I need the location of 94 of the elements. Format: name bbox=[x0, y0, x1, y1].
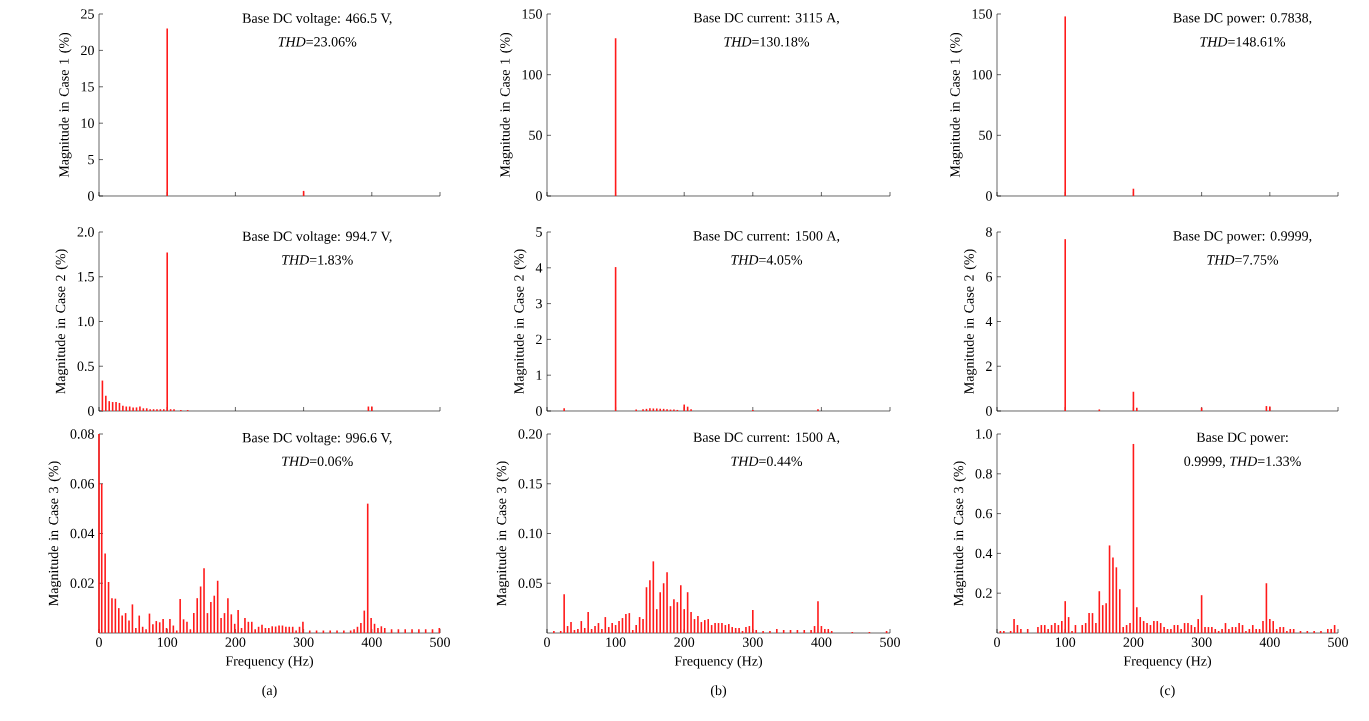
annotation: THD=7.75% bbox=[1207, 255, 1279, 265]
annotation: Base DC current: 1500 A, bbox=[693, 432, 840, 445]
annotation: THD=148.61% bbox=[1200, 37, 1286, 47]
y-tick-label: 20 bbox=[81, 45, 94, 56]
y-tick-label: 0.20 bbox=[518, 429, 542, 439]
y-axis-title: Magnitude in Case 1 (%) bbox=[949, 32, 963, 178]
annotation: Base DC voltage: 466.5 V, bbox=[242, 13, 392, 26]
y-axis-title: Magnitude in Case 3 (%) bbox=[953, 461, 967, 606]
y-tick-label: 0.10 bbox=[518, 528, 542, 539]
annotation: THD=0.44% bbox=[731, 456, 803, 467]
annotation: Base DC current: 3115 A, bbox=[693, 13, 839, 25]
y-tick-label: 0 bbox=[536, 406, 542, 416]
annotation: Base DC voltage: 994.7 V, bbox=[242, 231, 392, 244]
x-tick-label: 300 bbox=[293, 637, 314, 647]
y-tick-label: 0.2 bbox=[975, 588, 992, 598]
y-axis-title: Magnitude in Case 2 (%) bbox=[963, 249, 977, 394]
annotation: Base DC current: 1500 A, bbox=[693, 231, 840, 243]
x-tick-label: 500 bbox=[880, 637, 900, 647]
x-tick-label: 100 bbox=[606, 637, 626, 647]
y-tick-label: 0.15 bbox=[518, 478, 542, 489]
y-tick-label: 0.05 bbox=[518, 578, 542, 589]
y-axis-title: Magnitude in Case 3 (%) bbox=[48, 461, 62, 606]
text: (a) bbox=[262, 685, 277, 698]
y-tick-label: 2 bbox=[536, 334, 542, 345]
text: (b) bbox=[710, 685, 727, 698]
x-tick-label: 300 bbox=[1191, 637, 1212, 647]
y-tick-label: 6 bbox=[986, 272, 993, 282]
x-tick-label: 400 bbox=[361, 637, 382, 647]
y-tick-label: 1 bbox=[536, 370, 542, 380]
x-tick-label: 300 bbox=[742, 637, 763, 647]
y-tick-label: 100 bbox=[522, 69, 542, 80]
y-tick-label: 1.0 bbox=[976, 429, 992, 439]
x-tick-label: 400 bbox=[811, 637, 832, 647]
y-tick-label: 15 bbox=[81, 82, 94, 92]
y-axis-title: Magnitude in Case 1 (%) bbox=[58, 32, 72, 178]
y-tick-label: 150 bbox=[522, 9, 542, 19]
y-tick-label: 5 bbox=[536, 227, 542, 237]
y-tick-label: 4 bbox=[535, 263, 543, 273]
y-tick-label: 150 bbox=[972, 9, 992, 19]
x-axis-title: Frequency (Hz) bbox=[674, 655, 763, 669]
y-tick-label: 0 bbox=[88, 191, 94, 201]
y-tick-label: 50 bbox=[529, 130, 542, 141]
x-tick-label: 0 bbox=[96, 637, 102, 647]
y-tick-label: 0.6 bbox=[975, 508, 993, 519]
y-tick-label: 0 bbox=[536, 191, 542, 201]
y-tick-label: 0.04 bbox=[70, 528, 95, 539]
y-tick-label: 0 bbox=[986, 191, 992, 201]
x-tick-label: 400 bbox=[1259, 637, 1280, 647]
y-tick-label: 0.5 bbox=[77, 361, 94, 372]
y-tick-label: 1.0 bbox=[78, 316, 94, 327]
y-axis-title: Magnitude in Case 3 (%) bbox=[496, 461, 510, 606]
annotation: Base DC voltage: 996.6 V, bbox=[242, 432, 392, 446]
y-tick-label: 1.5 bbox=[78, 272, 94, 282]
x-axis-title: Frequency (Hz) bbox=[1123, 655, 1212, 669]
y-tick-label: 50 bbox=[979, 130, 992, 141]
annotation: THD=4.05% bbox=[731, 255, 803, 265]
x-tick-label: 100 bbox=[1055, 637, 1076, 647]
y-tick-label: 10 bbox=[81, 118, 94, 128]
x-axis-title: Frequency (Hz) bbox=[225, 655, 314, 669]
x-tick-label: 200 bbox=[225, 637, 246, 647]
x-tick-label: 200 bbox=[1123, 637, 1144, 647]
y-axis-title: Magnitude in Case 2 (%) bbox=[513, 249, 527, 394]
y-tick-label: 0.02 bbox=[70, 578, 94, 589]
y-tick-label: 3 bbox=[536, 298, 542, 309]
x-tick-label: 100 bbox=[157, 637, 178, 647]
y-tick-label: 0.08 bbox=[70, 429, 94, 439]
annotation: THD=23.06% bbox=[278, 37, 357, 47]
x-tick-label: 0 bbox=[544, 637, 550, 647]
y-axis-title: Magnitude in Case 1 (%) bbox=[499, 32, 513, 178]
text: (c) bbox=[1160, 685, 1175, 698]
annotation: Base DC power: bbox=[1196, 432, 1288, 445]
y-tick-label: 0 bbox=[986, 406, 992, 416]
y-tick-label: 2.0 bbox=[77, 227, 94, 237]
x-tick-label: 0 bbox=[994, 637, 1000, 647]
annotation: Base DC power: 0.7838, bbox=[1173, 13, 1312, 26]
y-tick-label: 4 bbox=[985, 316, 993, 327]
y-tick-label: 0 bbox=[88, 406, 94, 416]
annotation: Base DC power: 0.9999, bbox=[1173, 231, 1312, 244]
y-tick-label: 2 bbox=[986, 361, 992, 371]
y-tick-label: 5 bbox=[88, 154, 94, 165]
x-tick-label: 200 bbox=[674, 637, 695, 647]
x-tick-label: 500 bbox=[430, 637, 450, 647]
annotation: THD=0.06% bbox=[282, 456, 353, 467]
y-tick-label: 0.8 bbox=[975, 469, 992, 479]
y-tick-label: 8 bbox=[986, 227, 992, 237]
y-tick-label: 25 bbox=[81, 9, 94, 19]
x-tick-label: 500 bbox=[1328, 637, 1348, 647]
y-axis-title: Magnitude in Case 2 (%) bbox=[55, 249, 69, 394]
y-tick-label: 100 bbox=[972, 69, 992, 80]
y-tick-label: 0.4 bbox=[975, 548, 993, 559]
y-tick-label: 0.06 bbox=[70, 478, 95, 489]
annotation: THD=130.18% bbox=[724, 37, 810, 47]
annotation: 0.9999, THD=1.33% bbox=[1184, 456, 1301, 469]
annotation: THD=1.83% bbox=[282, 255, 353, 265]
